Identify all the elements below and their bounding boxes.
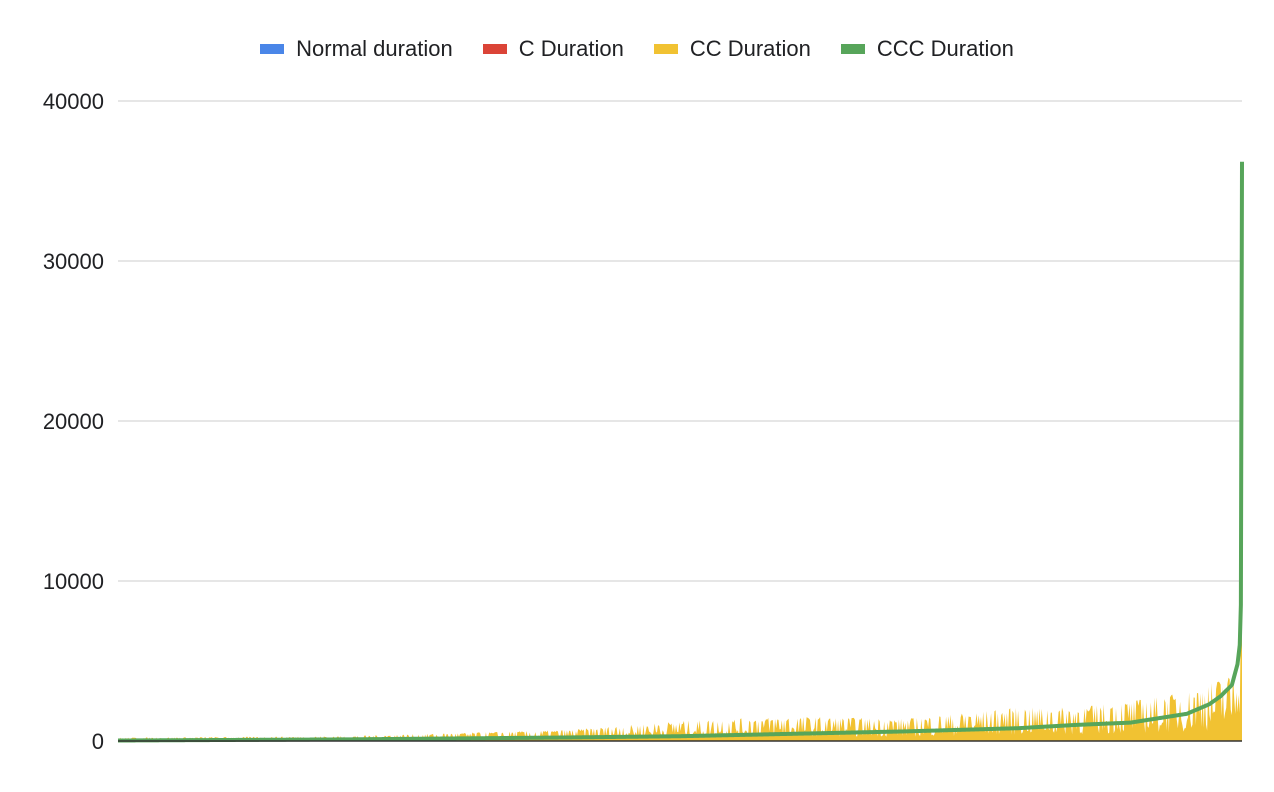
series-cc-duration <box>118 583 1242 741</box>
legend-label: CCC Duration <box>876 36 1014 61</box>
legend: Normal duration C Duration CC Duration C… <box>0 32 1274 66</box>
series-area <box>118 583 1242 741</box>
y-tick-label: 30000 <box>43 249 104 274</box>
legend-swatch <box>653 44 678 54</box>
legend-item-cc-duration[interactable]: CC Duration <box>653 36 811 62</box>
legend-swatch <box>482 44 507 54</box>
series-ccc-duration <box>117 161 1244 743</box>
y-tick-label: 10000 <box>43 569 104 594</box>
legend-label: CC Duration <box>689 36 811 61</box>
series-layer <box>117 161 1244 743</box>
y-tick-label: 20000 <box>43 409 104 434</box>
y-tick-label: 40000 <box>43 89 104 114</box>
series-line <box>117 161 1244 743</box>
legend-swatch <box>260 44 285 54</box>
legend-label: Normal duration <box>296 36 453 61</box>
legend-item-c-duration[interactable]: C Duration <box>482 36 624 62</box>
legend-item-ccc-duration[interactable]: CCC Duration <box>840 36 1014 62</box>
y-axis-tick-labels: 0 10000 20000 30000 40000 <box>43 89 104 754</box>
legend-label: C Duration <box>518 36 624 61</box>
legend-item-normal-duration[interactable]: Normal duration <box>260 36 453 62</box>
y-tick-label: 0 <box>92 729 104 754</box>
gridlines <box>118 100 1242 582</box>
legend-swatch <box>840 44 865 54</box>
